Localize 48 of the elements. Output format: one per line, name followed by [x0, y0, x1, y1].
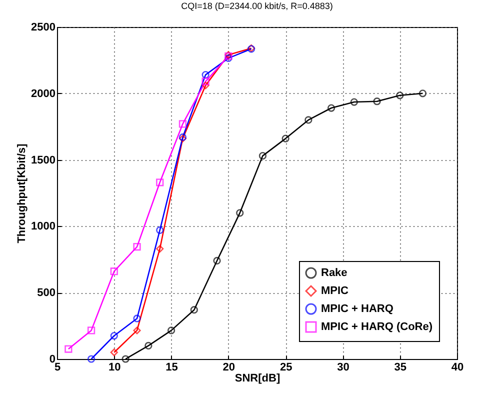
point — [133, 242, 141, 251]
x-tick-label: 40 — [451, 362, 464, 374]
point — [110, 268, 118, 276]
y-tick-label: 0 — [49, 354, 56, 366]
point — [156, 244, 164, 253]
x-tick-label: 20 — [222, 362, 236, 374]
point — [396, 92, 404, 100]
point — [110, 348, 118, 356]
x-tick-label: 10 — [108, 362, 121, 374]
legend-label: MPIC + HARQ (CoRe) — [321, 321, 433, 333]
point — [373, 98, 381, 106]
point — [156, 226, 164, 234]
point — [167, 326, 176, 334]
point — [110, 332, 118, 340]
point — [327, 104, 336, 112]
y-tick-label: 2500 — [31, 22, 56, 34]
point — [304, 116, 312, 124]
x-tick-label: 5 — [54, 362, 61, 374]
y-tick-label: 2000 — [31, 88, 56, 100]
point — [202, 71, 210, 79]
point — [190, 306, 198, 314]
point — [178, 120, 187, 128]
point — [350, 98, 358, 106]
point — [133, 326, 141, 334]
point — [64, 345, 72, 353]
point — [202, 78, 210, 86]
chart-title: CQI=18 (D=2344.00 kbit/s, R=0.4883) — [181, 1, 333, 11]
x-tick-label: 35 — [394, 362, 406, 374]
point — [202, 82, 210, 90]
point — [87, 326, 96, 334]
x-axis-title: SNR[dB] — [234, 372, 280, 384]
legend-label: MPIC + HARQ — [321, 303, 394, 315]
y-tick-label: 1500 — [31, 154, 56, 166]
y-axis-title: Throughput[Kbit/s] — [16, 143, 28, 244]
point — [236, 209, 244, 217]
point — [156, 178, 164, 186]
x-tick-label: 30 — [337, 362, 350, 374]
y-tick-label: 1000 — [31, 220, 56, 233]
y-tick-label: 500 — [37, 287, 56, 300]
point — [258, 152, 267, 160]
x-tick-label: 25 — [280, 362, 292, 374]
point — [282, 134, 290, 142]
point — [133, 314, 141, 322]
x-tick-label: 15 — [166, 362, 178, 374]
point — [144, 342, 152, 350]
legend-label: Rake — [321, 267, 348, 279]
point — [213, 256, 221, 265]
legend-label: MPIC — [321, 285, 349, 297]
